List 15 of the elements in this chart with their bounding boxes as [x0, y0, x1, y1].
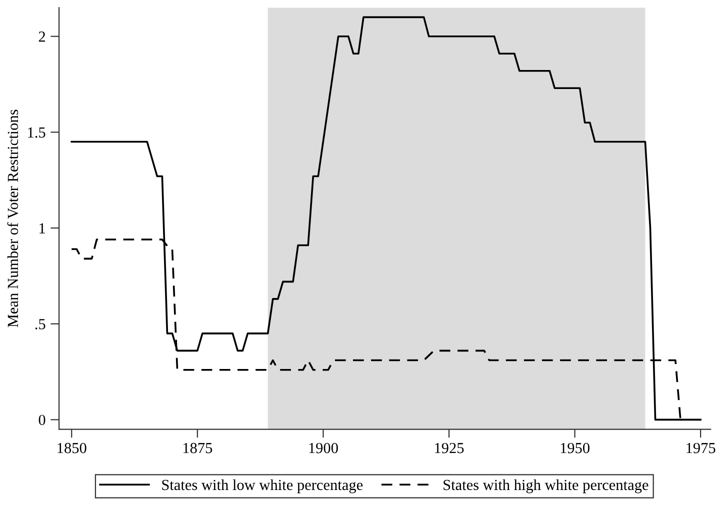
y-tick-label: 0 — [38, 414, 46, 426]
x-tick-label: 1875 — [183, 442, 212, 454]
legend-label: States with high white percentage — [444, 479, 648, 494]
y-tick-label: 1.5 — [28, 127, 46, 138]
x-tick-label: 1850 — [58, 442, 86, 454]
y-axis-title: Mean Number of Voter Restrictions — [7, 110, 18, 328]
line-series — [70, 16, 702, 421]
x-tick-label: 1950 — [560, 442, 590, 454]
y-tick-label: .5 — [35, 319, 46, 330]
legend-label: States with low white percentage — [162, 479, 363, 494]
y-tick-label: 1 — [40, 223, 45, 234]
x-tick-label: 1925 — [435, 442, 464, 454]
x-tick-label: 1900 — [309, 442, 338, 454]
x-tick-label: 1975 — [686, 442, 716, 454]
y-tick-label: 2 — [38, 32, 46, 42]
